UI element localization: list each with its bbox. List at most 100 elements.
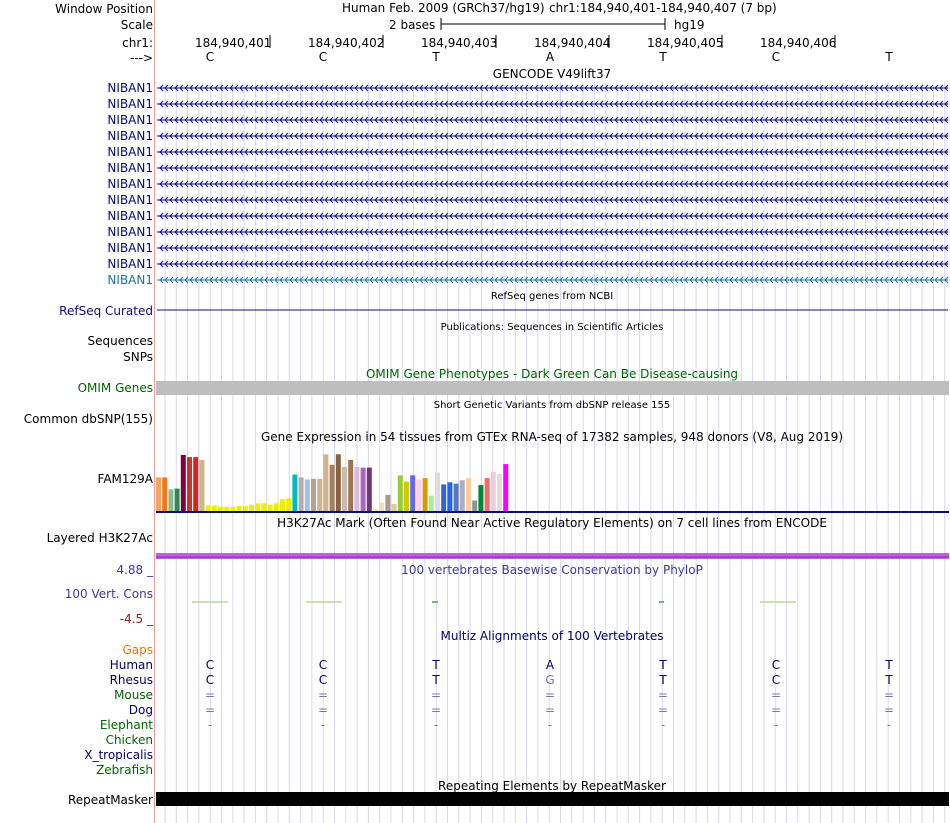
gtex-tissue-bar <box>267 504 273 511</box>
gene-label[interactable]: NIBAN1 <box>107 177 153 191</box>
gtex-tissue-bar <box>404 481 409 511</box>
alignment-base: = <box>544 688 556 702</box>
reference-base: C <box>318 50 328 64</box>
alignment-base: - <box>773 718 779 732</box>
gene-label[interactable]: NIBAN1 <box>107 241 153 255</box>
gtex-tissue-bar <box>174 488 180 511</box>
gene-strand-arrows <box>159 84 949 92</box>
gtex-tissue-bar <box>280 499 285 511</box>
gene-strand-arrows <box>159 276 949 284</box>
label-separator <box>154 0 155 823</box>
gene-label[interactable]: NIBAN1 <box>107 209 153 223</box>
gene-strand-arrows <box>159 260 949 268</box>
alignment-base: C <box>205 658 215 672</box>
gene-strand-arrows <box>159 116 949 124</box>
repeatmasker-track-label[interactable]: RepeatMasker <box>67 793 153 807</box>
alignment-base: = <box>657 688 669 702</box>
snps-track-label[interactable]: SNPs <box>123 350 153 364</box>
alignment-base: = <box>883 688 895 702</box>
alignment-base: = <box>317 703 329 717</box>
gtex-tissue-bar <box>218 506 223 511</box>
position-label[interactable]: chr1:184,940,401-184,940,407 (7 bp) <box>549 1 777 15</box>
gene-label[interactable]: NIBAN1 <box>107 113 153 127</box>
alignment-base: T <box>432 658 440 672</box>
gtex-tissue-bar <box>397 475 403 511</box>
strand-arrow-label[interactable]: ---> <box>129 51 153 65</box>
gaps-track-label[interactable]: Gaps <box>122 643 153 657</box>
gtex-tissue-bar <box>335 454 341 511</box>
repeatmasker-track-title: Repeating Elements by RepeatMasker <box>438 779 666 793</box>
gtex-tissue-bar <box>224 506 230 511</box>
assembly-label: Human Feb. 2009 (GRCh37/hg19) <box>342 1 545 15</box>
gtex-tissue-bar <box>459 480 465 511</box>
gtex-tissue-bar <box>236 506 242 511</box>
species-label[interactable]: Elephant <box>99 718 153 732</box>
gtex-tissue-bar <box>484 478 490 511</box>
gene-label[interactable]: NIBAN1 <box>107 257 153 271</box>
alignment-base: = <box>204 703 216 717</box>
gtex-tissue-bar <box>317 478 323 511</box>
publications-track-label[interactable]: Sequences <box>87 334 153 348</box>
gtex-tissue-bar <box>373 508 378 511</box>
gene-strand-arrows <box>159 228 949 236</box>
species-label[interactable]: X_tropicalis <box>84 748 153 762</box>
chr-label: chr1: <box>122 36 153 50</box>
coordinate-label: 184,940,402 <box>308 36 385 50</box>
alignment-base: = <box>317 688 329 702</box>
alignment-base: T <box>885 658 893 672</box>
gtex-tissue-bar <box>180 455 186 511</box>
gtex-track-title: Gene Expression in 54 tissues from GTEx … <box>260 430 844 444</box>
gene-strand-arrows <box>159 132 949 140</box>
gtex-tissue-bar <box>410 475 416 511</box>
gtex-tissue-bar <box>205 505 211 511</box>
gtex-tissue-bar <box>478 485 484 511</box>
gtex-tissue-bar <box>385 494 391 511</box>
gtex-tissue-bar <box>366 467 372 511</box>
gtex-tissue-bar <box>199 459 205 511</box>
gtex-tissue-bar <box>168 489 174 511</box>
gtex-track-label[interactable]: FAM129A <box>97 472 153 486</box>
h3k27ac-track-title: H3K27Ac Mark (Often Found Near Active Re… <box>277 516 827 530</box>
gene-label[interactable]: NIBAN1 <box>107 129 153 143</box>
gene-label[interactable]: NIBAN1 <box>107 161 153 175</box>
gtex-tissue-bar <box>441 484 447 511</box>
conservation-track-label[interactable]: 100 Vert. Cons <box>64 587 153 601</box>
gene-label[interactable]: NIBAN1 <box>107 193 153 207</box>
gtex-tissue-bar <box>304 479 310 511</box>
gene-label[interactable]: NIBAN1 <box>107 273 153 287</box>
gene-label[interactable]: NIBAN1 <box>107 225 153 239</box>
alignment-base: C <box>771 658 781 672</box>
gtex-tissue-bar <box>249 504 254 511</box>
gene-label[interactable]: NIBAN1 <box>107 145 153 159</box>
species-label[interactable]: Human <box>109 658 153 672</box>
species-label[interactable]: Mouse <box>114 688 153 702</box>
alignment-base: = <box>544 703 556 717</box>
species-label[interactable]: Rhesus <box>109 673 153 687</box>
scale-value: 2 bases <box>389 18 436 32</box>
gene-strand-arrows <box>159 244 949 252</box>
gtex-tissue-bar <box>453 483 459 511</box>
alignment-base: - <box>660 718 666 732</box>
gtex-tissue-bar <box>379 502 385 511</box>
alignment-base: - <box>547 718 553 732</box>
species-label[interactable]: Dog <box>128 703 153 717</box>
alignment-base: = <box>430 688 442 702</box>
gtex-tissue-bar <box>273 503 279 511</box>
refseq-track-title: RefSeq genes from NCBI <box>490 291 614 302</box>
gtex-tissue-bar <box>422 478 428 511</box>
dbsnp-track-label[interactable]: Common dbSNP(155) <box>23 412 153 426</box>
species-label[interactable]: Chicken <box>105 733 153 747</box>
gene-label[interactable]: NIBAN1 <box>107 81 153 95</box>
gtex-tissue-bar <box>311 478 316 511</box>
alignment-base: T <box>432 673 440 687</box>
refseq-track-label[interactable]: RefSeq Curated <box>59 304 153 318</box>
reference-base: C <box>205 50 215 64</box>
gene-label[interactable]: NIBAN1 <box>107 97 153 111</box>
alignment-base: - <box>886 718 892 732</box>
alignment-base: A <box>545 658 555 672</box>
gtex-tissue-bar <box>292 474 298 511</box>
h3k27ac-track-label[interactable]: Layered H3K27Ac <box>46 531 153 545</box>
window-position-label: Window Position <box>55 2 153 16</box>
omim-track-label[interactable]: OMIM Genes <box>77 381 153 395</box>
species-label[interactable]: Zebrafish <box>96 763 153 777</box>
